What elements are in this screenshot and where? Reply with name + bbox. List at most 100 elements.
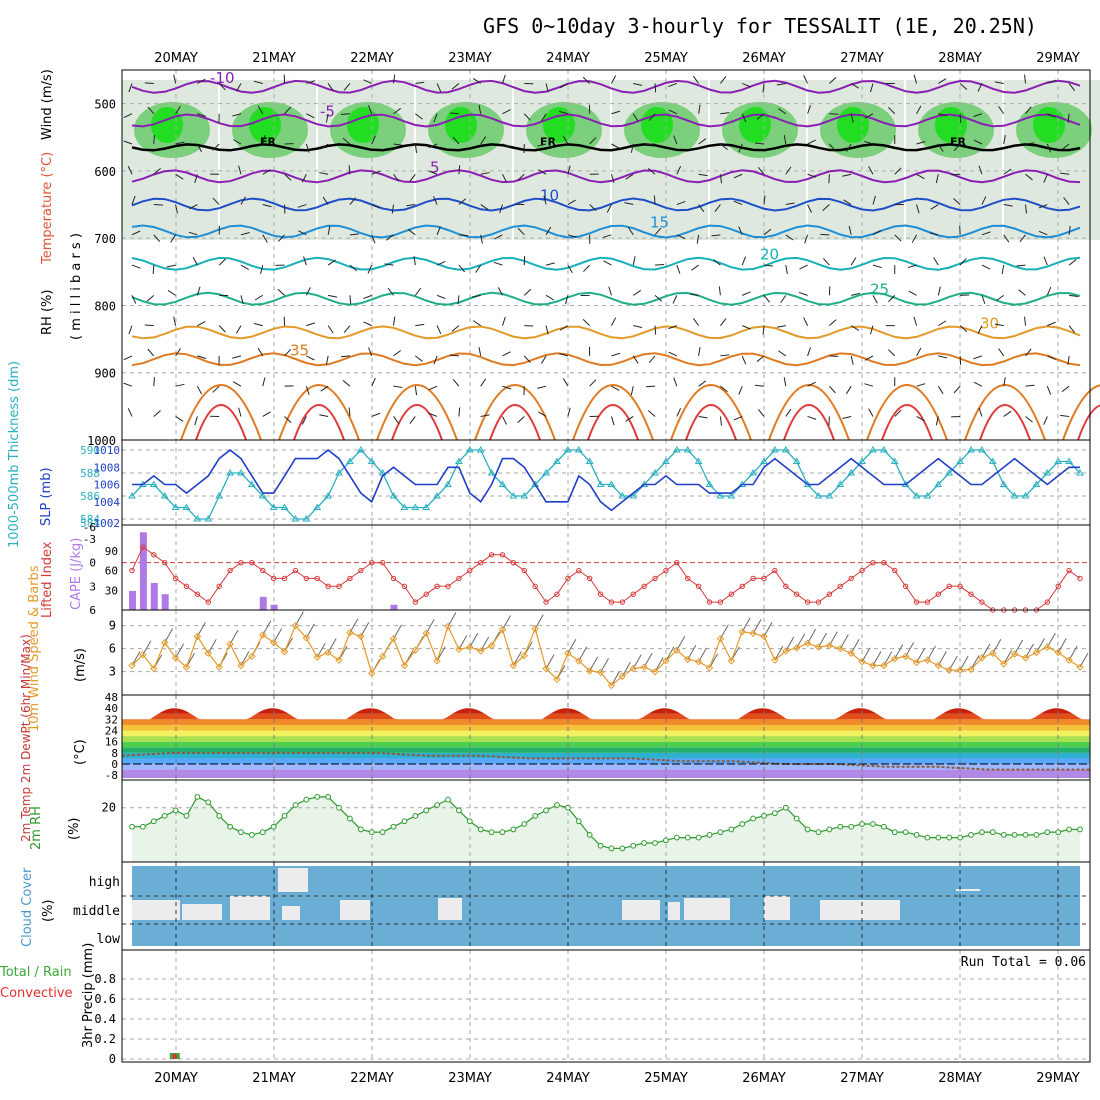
wind-barb (175, 204, 178, 214)
wind-barb (538, 411, 547, 417)
wind10-point (934, 661, 943, 670)
wind-barb (776, 325, 786, 328)
wind-barb (1025, 416, 1033, 423)
rh2m-labels: 2m RH (%) (29, 806, 82, 850)
cloud-cover-panel: high middle low (73, 861, 1091, 951)
wind-barb (916, 383, 926, 387)
wind10-label: 10m Wind Speed & Barbs (27, 565, 42, 732)
wind-barb (762, 83, 765, 93)
wind-barb (218, 83, 226, 91)
wind10m-panel: 3 6 9 (109, 609, 1091, 696)
wind-barb (386, 234, 394, 241)
wind-barb (698, 415, 708, 419)
temp-band (122, 730, 1090, 737)
wind-barb (262, 377, 266, 387)
wind-barb (632, 113, 639, 122)
wind-barb (1068, 259, 1077, 266)
li-point (434, 583, 440, 590)
wind-barb (803, 317, 809, 326)
run-total: Run Total = 0.06 (961, 955, 1086, 970)
wind-barb (977, 325, 983, 334)
wind10-point (498, 625, 507, 634)
rh2m-point (205, 799, 212, 806)
wind-barb (672, 295, 678, 304)
wind-barb (807, 347, 811, 357)
wind-barb (545, 83, 549, 93)
wind-barb (937, 385, 944, 395)
wind-barb (754, 384, 765, 387)
temp-label: Temperature (°C) (40, 152, 55, 265)
warm-contour (1062, 384, 1100, 441)
precip-label-total: Total / Rain (0, 965, 72, 980)
wind-barb (433, 355, 438, 365)
wind-barb (720, 318, 727, 326)
temp-band (122, 741, 1090, 748)
li-point (597, 591, 604, 597)
wind-barb (610, 416, 615, 426)
rh2m-point (564, 804, 571, 811)
wind-barb (1038, 230, 1048, 236)
wind-barb (785, 202, 795, 206)
wind-barb (502, 143, 512, 148)
wind-barb (692, 318, 700, 326)
wind-barb (545, 294, 555, 301)
wind-barb (742, 325, 751, 330)
li-point (521, 567, 527, 574)
li-point (390, 575, 397, 582)
rh2m-point (259, 829, 266, 836)
hot-contour (391, 404, 443, 441)
wind-barb (654, 325, 657, 335)
thickness-point (629, 492, 638, 499)
li-point (1055, 583, 1061, 590)
wind-barb (238, 165, 242, 175)
wind-barb (218, 325, 226, 333)
wind-barb (567, 165, 571, 175)
wind-barb (742, 291, 751, 296)
li-label: Lifted Index (40, 541, 55, 618)
wind-barb (517, 416, 525, 423)
li-point (260, 567, 266, 574)
wind10-point (869, 661, 877, 670)
wind-barb (327, 259, 336, 266)
wind-barb (428, 385, 438, 391)
cloud-block (622, 900, 660, 920)
isotherm-label: -10 (210, 69, 235, 87)
temp2m-unit: (°C) (73, 739, 88, 765)
wind-barb (257, 105, 264, 114)
rh2m-label: 2m RH (29, 806, 44, 850)
wind10-point (585, 667, 594, 675)
temp-band (122, 708, 1090, 714)
cloud-block (820, 900, 900, 920)
wind-barb (676, 234, 686, 240)
precip-tick: 0.8 (94, 972, 116, 986)
rh2m-point (1044, 829, 1051, 836)
li-point (793, 591, 800, 597)
wind10-point (346, 628, 354, 637)
wind-barb (393, 107, 402, 115)
wind-barb (153, 410, 161, 417)
wind-barb (646, 385, 656, 388)
thickness-point (814, 492, 823, 499)
wind-barb (175, 348, 181, 357)
wind10-point (575, 657, 583, 665)
wind-barb (981, 295, 986, 305)
wind10-point (411, 646, 420, 654)
wind-barb (545, 226, 552, 236)
wind-barb (1025, 142, 1035, 145)
wind-barb (371, 377, 376, 387)
isotherm-label: 10 (540, 187, 559, 205)
temp-tick: 24 (105, 725, 119, 738)
rh2m-point (445, 796, 451, 803)
li-point (161, 559, 168, 566)
pressure-tick: 1000 (87, 434, 116, 448)
wind10-point (215, 663, 223, 671)
cape-li-panel: -3 0 3 6 -6 30 60 90 (83, 521, 1091, 617)
li-point (412, 599, 419, 605)
wind10-point (640, 663, 648, 671)
rh2m-point (695, 834, 702, 841)
rh2m-point (652, 840, 658, 846)
wind-barb (349, 264, 358, 272)
wind10-point (803, 639, 812, 648)
li-point (619, 599, 626, 605)
wind-barb (393, 173, 400, 182)
